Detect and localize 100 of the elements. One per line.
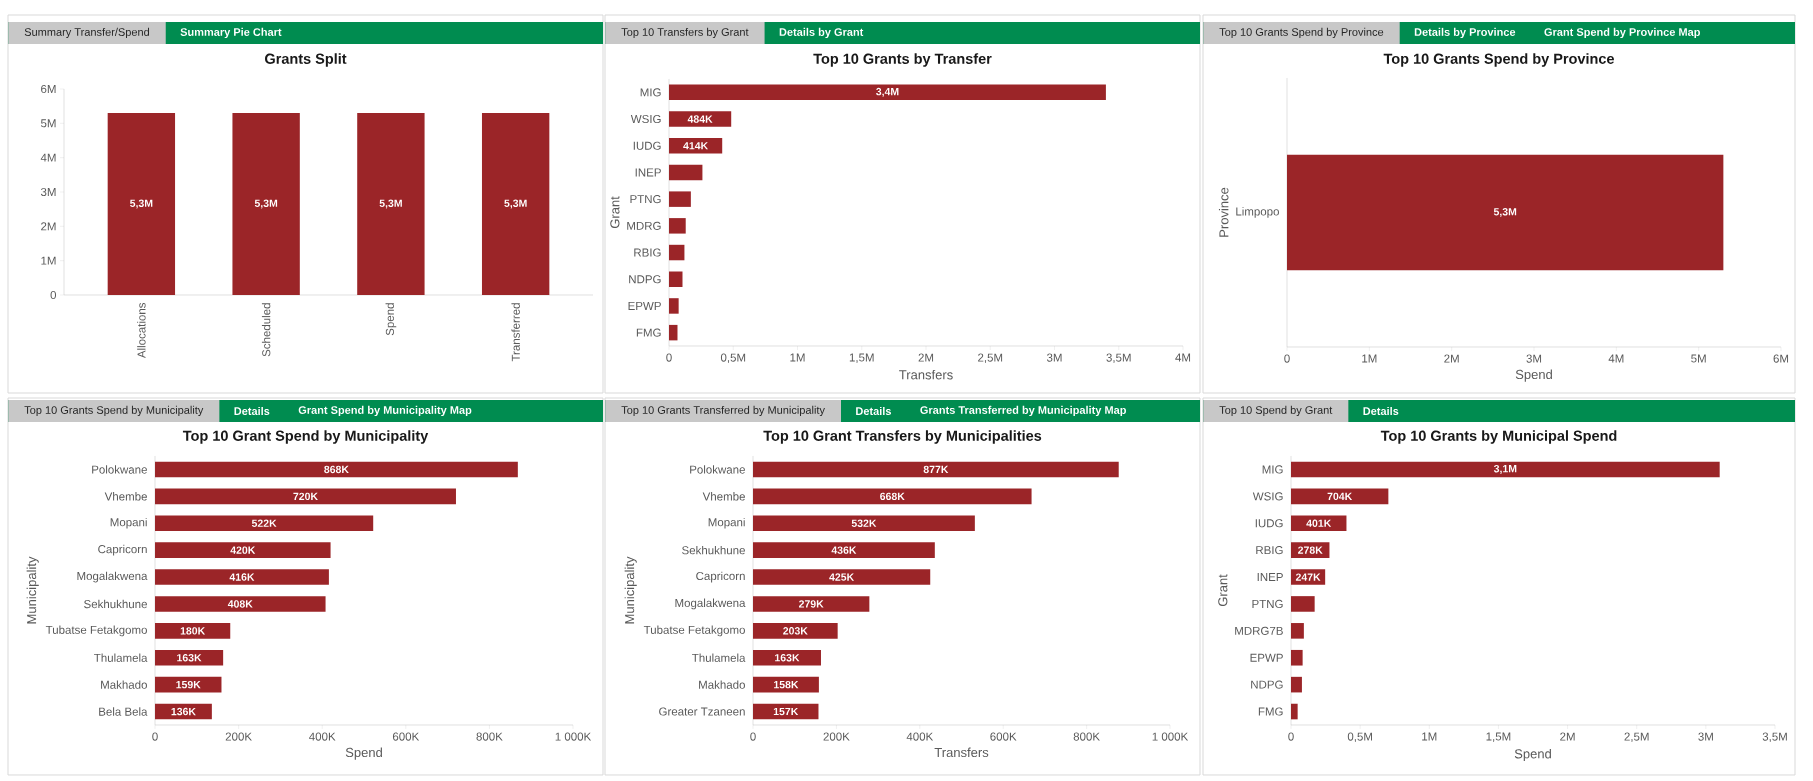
y-tick-label: NDPG: [1251, 680, 1283, 689]
text: Details by Grant: [779, 27, 864, 39]
y-tick-label: RBIG: [634, 248, 661, 257]
y-tick-label: Limpopo: [1236, 207, 1279, 218]
chart-title: Top 10 Grants by Transfer: [813, 53, 992, 67]
x-axis-title: Transfers: [934, 747, 989, 758]
y-tick-label: 0: [50, 290, 57, 300]
bar: [1291, 676, 1302, 693]
x-tick-label: 1M: [1362, 354, 1377, 363]
y-tick-label: Greater Tzaneen: [659, 707, 745, 716]
bar: [1291, 623, 1304, 639]
x-tick-label: 4M: [1175, 353, 1191, 362]
chart-title: Top 10 Grant Transfers by Municipalities: [763, 430, 1042, 444]
bar: [753, 488, 1032, 505]
bar: [669, 111, 732, 127]
data-label: 203K: [783, 627, 808, 635]
x-axis-title: Spend: [1514, 748, 1551, 761]
bar: [1291, 461, 1720, 478]
x-tick-label: 1 000K: [1152, 732, 1189, 741]
data-label: 408K: [227, 600, 253, 608]
y-tick-label: Makhado: [101, 680, 147, 689]
y-tick-label: 5M: [40, 119, 56, 128]
y-tick-label: MDRG: [627, 221, 661, 230]
x-tick-label: Spend: [385, 303, 397, 336]
y-axis-title: Grant: [1218, 574, 1228, 607]
y-tick-label: NDPG: [629, 275, 661, 284]
data-label: 401K: [1306, 519, 1332, 527]
bar: [669, 324, 678, 341]
bar: [669, 298, 679, 314]
bar: [155, 569, 329, 585]
y-tick-label: Tubatse Fetakgomo: [643, 625, 745, 637]
y-tick-label: 1M: [41, 256, 56, 265]
data-label: 668K: [880, 492, 905, 501]
y-tick-label: Makhado: [699, 680, 745, 689]
x-tick-label: Scheduled: [261, 303, 271, 357]
data-label: 5,3M: [1493, 208, 1517, 217]
y-tick-label: WSIG: [1252, 492, 1283, 501]
text: Top 10 Spend by Grant: [1219, 405, 1333, 417]
y-tick-label: Polokwane: [92, 465, 147, 474]
data-label: 136K: [171, 707, 196, 716]
data-label: 163K: [177, 654, 202, 662]
y-tick-label: EPWP: [628, 301, 661, 310]
x-tick-label: 2M: [918, 353, 934, 362]
y-tick-label: Polokwane: [690, 465, 745, 474]
bar: [753, 596, 870, 612]
chart-title: Top 10 Grants Spend by Province: [1383, 53, 1614, 67]
y-tick-label: RBIG: [1256, 546, 1283, 555]
x-tick-label: 1M: [1422, 732, 1437, 741]
text: Top 10 Grants Spend by Municipality: [24, 405, 204, 417]
y-tick-label: 6M: [41, 84, 56, 94]
x-tick-label: 0,5M: [1347, 732, 1372, 743]
data-label: 157K: [773, 707, 799, 716]
x-tick-label: 2,5M: [1624, 732, 1649, 743]
bar: [753, 649, 821, 666]
chart-title: Grants Split: [265, 53, 347, 67]
data-label: 247K: [1295, 573, 1321, 581]
data-label: 5,3M: [130, 199, 153, 209]
data-label: 868K: [324, 465, 349, 474]
data-label: 163K: [775, 654, 800, 662]
y-tick-label: 4M: [40, 153, 56, 162]
data-label: 425K: [829, 573, 855, 581]
data-label: 414K: [683, 142, 709, 150]
x-tick-label: 3M: [1698, 732, 1713, 741]
data-label: 5,3M: [504, 199, 527, 209]
x-tick-label: 5M: [1691, 354, 1706, 363]
bar: [753, 461, 1119, 478]
data-label: 532K: [851, 519, 877, 527]
y-axis-title: Municipality: [624, 556, 637, 624]
y-tick-label: IUDG: [633, 141, 661, 150]
text: Details: [234, 406, 270, 416]
x-axis-title: Spend: [345, 747, 382, 760]
y-axis-title: Province: [1218, 187, 1229, 237]
y-tick-label: FMG: [636, 328, 661, 337]
text: Grants Transferred by Municipality Map: [920, 405, 1127, 417]
y-tick-label: Mogalakwena: [675, 598, 746, 610]
y-tick-label: Vhembe: [702, 492, 745, 501]
y-tick-label: PTNG: [630, 195, 661, 204]
x-tick-label: 200K: [823, 732, 850, 741]
x-tick-label: 2,5M: [978, 353, 1003, 364]
text: Details by Province: [1414, 27, 1516, 39]
y-tick-label: Mogalakwena: [77, 571, 148, 583]
bar: [753, 542, 935, 558]
x-axis-title: Transfers: [899, 369, 953, 380]
data-label: 484K: [687, 115, 713, 123]
y-tick-label: 3M: [40, 187, 56, 197]
x-tick-label: 600K: [392, 732, 420, 741]
bar: [155, 515, 374, 532]
chart-title: Top 10 Grants by Municipal Spend: [1380, 430, 1617, 444]
x-tick-label: 800K: [476, 732, 503, 741]
x-tick-label: 0,5M: [720, 353, 746, 364]
y-tick-label: EPWP: [1250, 653, 1283, 662]
data-label: 704K: [1327, 492, 1353, 501]
y-tick-label: WSIG: [630, 114, 661, 124]
data-label: 416K: [229, 573, 255, 581]
chart-title: Top 10 Grant Spend by Municipality: [182, 430, 429, 444]
data-label: 522K: [251, 519, 277, 527]
x-tick-label: 2M: [1560, 732, 1575, 741]
x-tick-label: 1 000K: [555, 732, 592, 741]
y-tick-label: Capricorn: [696, 571, 745, 583]
text: Top 10 Transfers by Grant: [621, 27, 749, 39]
